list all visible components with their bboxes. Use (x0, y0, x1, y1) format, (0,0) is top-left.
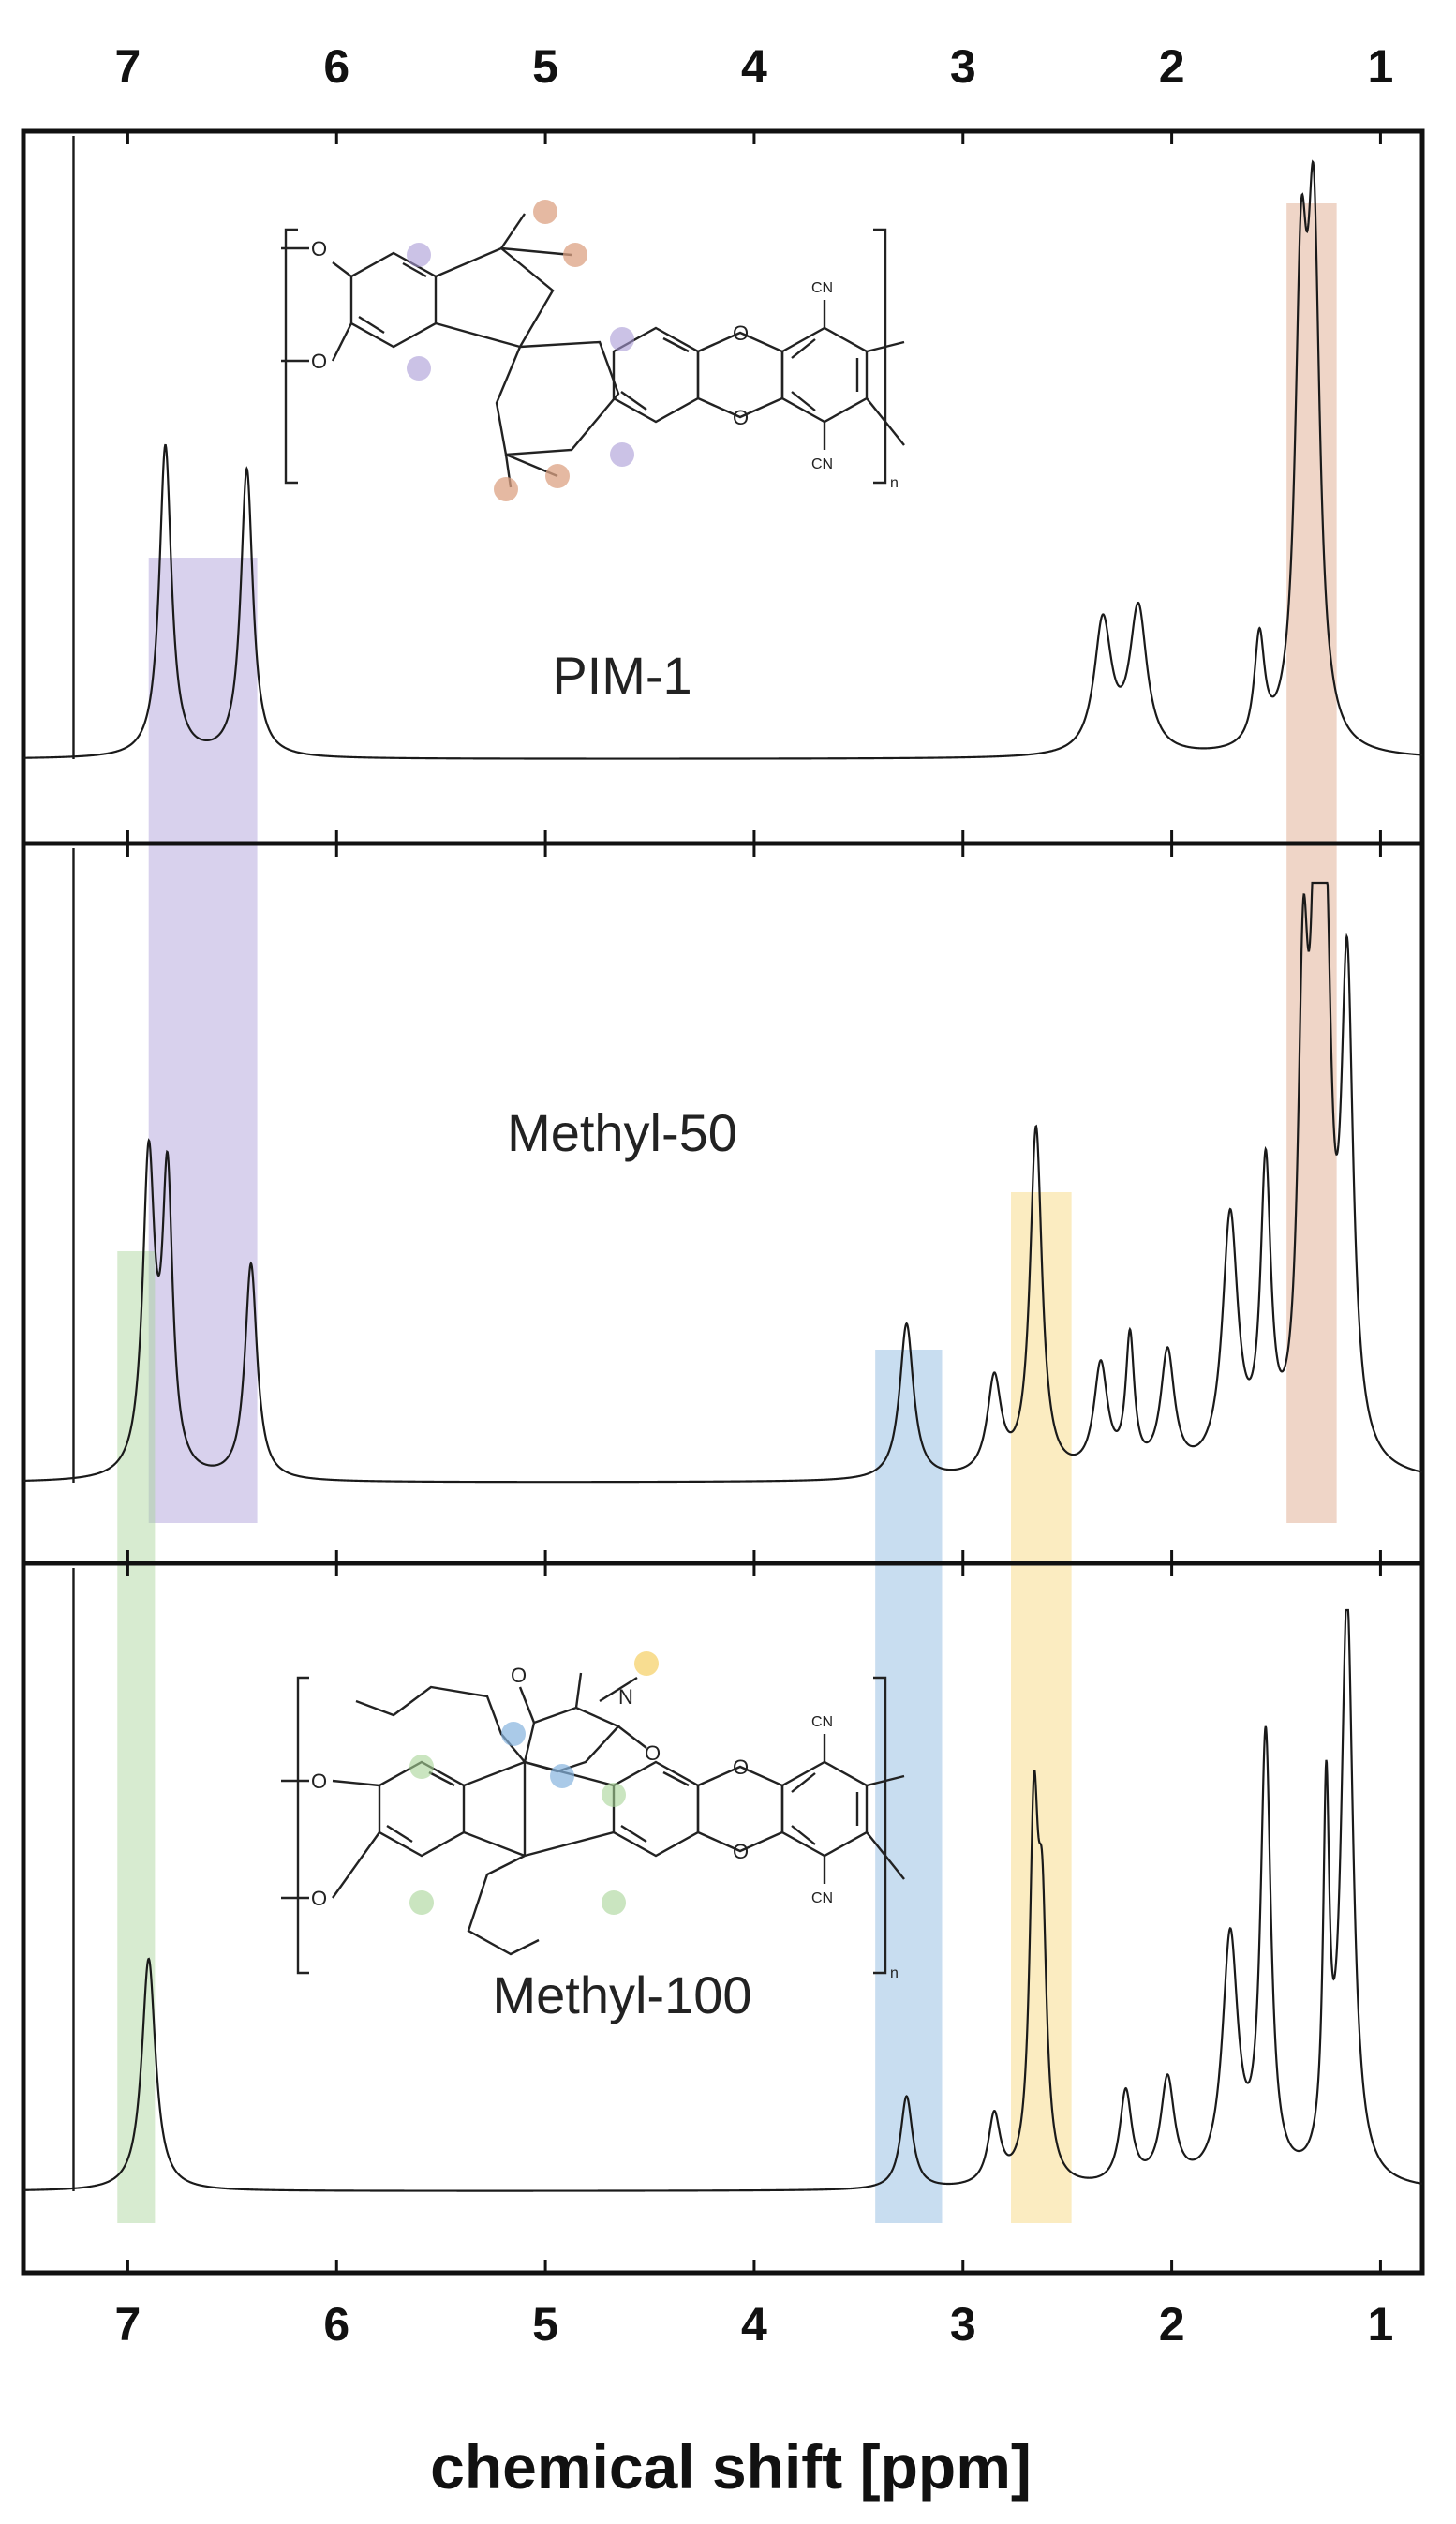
pim1-o-top: O (311, 237, 327, 261)
panel-label-pim1: PIM-1 (552, 646, 691, 705)
tick-label-bottom: 5 (532, 2298, 558, 2351)
panel-label-methyl100: Methyl-100 (492, 1965, 751, 2024)
pim1-o-bottom: O (311, 350, 327, 373)
methyl100-o-dioxin-bottom: O (733, 1840, 749, 1863)
tick-label-bottom: 2 (1159, 2298, 1185, 2351)
methyl100-cn-top: CN (811, 1714, 833, 1730)
methyl100-cn-bottom: CN (811, 1890, 833, 1906)
pim1-n-subscript: n (890, 475, 899, 491)
band-orange (1286, 203, 1337, 1523)
tick-label-bottom: 6 (323, 2298, 349, 2351)
pim1-cn-bottom: CN (811, 456, 833, 472)
spectrum-pim-1 (22, 159, 1423, 760)
panel-label-methyl50: Methyl-50 (507, 1103, 737, 1162)
tick-label-top: 5 (532, 40, 558, 93)
spectrum-methyl-50 (22, 881, 1423, 1484)
x-axis-title: chemical shift [ppm] (430, 2432, 1032, 2502)
plot-frame (21, 128, 1425, 2276)
methyl100-o-top: O (311, 1770, 327, 1793)
methyl100-n-atom: N (618, 1685, 633, 1709)
methyl100-o-dioxin-top: O (733, 1755, 749, 1779)
tick-label-bottom: 1 (1368, 2298, 1394, 2351)
pim1-o-dioxin-bottom: O (733, 406, 749, 429)
x-axis-ticks: 7 7 6 6 5 5 4 4 3 3 2 2 1 1 (115, 40, 1394, 2351)
band-yellow (1011, 1192, 1072, 2223)
spectrum-methyl-100 (22, 1608, 1423, 2192)
methyl100-n-subscript: n (890, 1965, 899, 1981)
methyl100-structure (281, 1651, 905, 1975)
methyl100-o-bottom: O (311, 1887, 327, 1910)
highlight-bands (117, 203, 1337, 2223)
pim1-o-dioxin-top: O (733, 321, 749, 345)
panel-frames (21, 128, 1425, 2276)
tick-label-bottom: 7 (115, 2298, 141, 2351)
pim1-cn-top: CN (811, 280, 833, 296)
methyl100-o-imide-bottom: O (645, 1741, 661, 1765)
tick-label-bottom: 3 (950, 2298, 976, 2351)
tick-label-top: 6 (323, 40, 349, 93)
tick-label-top: 3 (950, 40, 976, 93)
tick-label-top: 4 (741, 40, 767, 93)
band-green (117, 1251, 156, 2223)
tick-label-bottom: 4 (741, 2298, 767, 2351)
tick-label-top: 2 (1159, 40, 1185, 93)
methyl100-o-imide-top: O (511, 1664, 527, 1687)
tick-label-top: 7 (115, 40, 141, 93)
band-purple (148, 558, 258, 1523)
tick-label-top: 1 (1368, 40, 1394, 93)
spectra (22, 136, 1423, 2192)
pim1-structure (281, 200, 905, 501)
